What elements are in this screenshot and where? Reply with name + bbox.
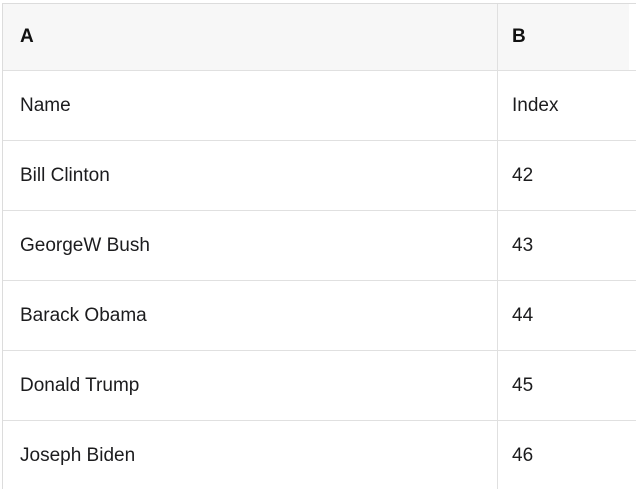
cell-a4[interactable]: Barack Obama [3, 281, 498, 350]
cell-b3[interactable]: 43 [498, 211, 636, 280]
cell-a4-text: Barack Obama [20, 304, 147, 326]
table-row: Donald Trump 45 [3, 351, 636, 421]
table-row: Joseph Biden 46 [3, 421, 636, 489]
cell-a5[interactable]: Donald Trump [3, 351, 498, 420]
table-row: Bill Clinton 42 [3, 141, 636, 211]
cell-a5-text: Donald Trump [20, 374, 140, 396]
table-row: Barack Obama 44 [3, 281, 636, 351]
cell-b2-text: 42 [512, 164, 534, 186]
table-row: Name Index [3, 71, 636, 141]
cell-a1-text: Name [20, 94, 71, 116]
cell-a1[interactable]: Name [3, 71, 498, 140]
cell-b2[interactable]: 42 [498, 141, 636, 210]
cell-b6-text: 46 [512, 444, 534, 466]
column-header-a[interactable]: A [3, 4, 498, 70]
cell-a6[interactable]: Joseph Biden [3, 421, 498, 489]
cell-b3-text: 43 [512, 234, 534, 256]
cell-b6[interactable]: 46 [498, 421, 636, 489]
header-right-gap [629, 4, 636, 70]
table-row: GeorgeW Bush 43 [3, 211, 636, 281]
cell-a2[interactable]: Bill Clinton [3, 141, 498, 210]
column-header-row: A B [3, 4, 636, 71]
cell-a2-text: Bill Clinton [20, 164, 110, 186]
cell-b4[interactable]: 44 [498, 281, 636, 350]
data-table: A B Name Index Bill Clinton 42 [2, 3, 636, 489]
cell-a3-text: GeorgeW Bush [20, 234, 150, 256]
cell-b1[interactable]: Index [498, 71, 636, 140]
cell-a6-text: Joseph Biden [20, 444, 136, 466]
column-header-b-label: B [512, 26, 526, 47]
cell-b5-text: 45 [512, 374, 534, 396]
cell-b5[interactable]: 45 [498, 351, 636, 420]
column-header-b[interactable]: B [498, 4, 636, 70]
cell-a3[interactable]: GeorgeW Bush [3, 211, 498, 280]
cell-b4-text: 44 [512, 304, 534, 326]
column-header-a-label: A [20, 26, 34, 47]
cell-b1-text: Index [512, 94, 559, 116]
